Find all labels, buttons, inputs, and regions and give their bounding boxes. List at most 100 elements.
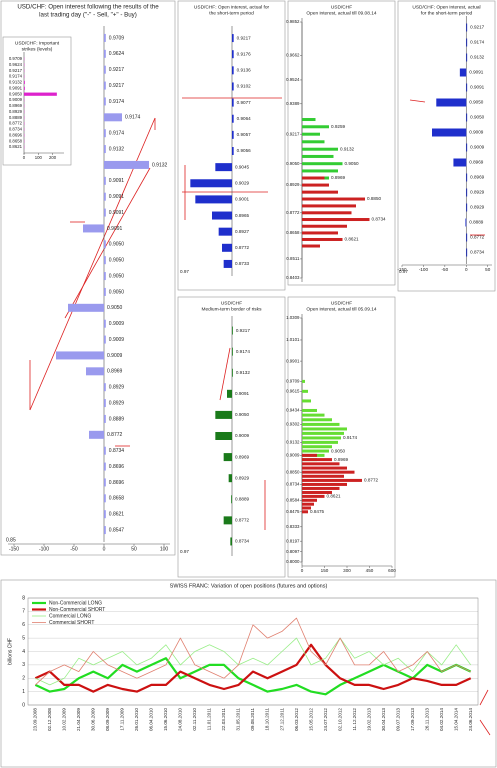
- legend-label: Non-Commercial LONG: [49, 600, 102, 606]
- y-tick-label: 0.9852: [286, 19, 300, 24]
- category-label: 0.8772: [235, 245, 249, 250]
- bar: [104, 129, 106, 138]
- bar: [302, 389, 308, 393]
- category-label: 0.9217: [9, 68, 23, 73]
- bar: [465, 218, 467, 227]
- panel-title: SWISS FRANC: Variation of open positions…: [170, 583, 328, 589]
- bar: [218, 227, 232, 236]
- category-label: 0.8734: [235, 539, 249, 544]
- x-tick-label: 04.02.2014: [439, 708, 444, 731]
- category-label: 0.8658: [9, 138, 23, 143]
- x-tick-label: 23.09.2008: [32, 708, 37, 731]
- y-tick-label: 0.9132: [286, 440, 300, 445]
- arrow: [64, 167, 151, 319]
- category-label: 0.8929: [9, 109, 23, 114]
- category-label: 0.8772: [470, 235, 484, 240]
- panel-frame: [0, 579, 497, 768]
- category-label: 0.9624: [9, 62, 23, 67]
- category-label: 0.8734: [109, 448, 125, 454]
- x-tick-label: 06.04.2010: [149, 708, 154, 731]
- bar: [104, 319, 106, 328]
- bar: [466, 53, 468, 62]
- bar: [302, 244, 320, 248]
- x-tick-label: -100: [419, 267, 429, 272]
- bar-label: 0.9132: [340, 146, 354, 151]
- panel-title: USD/CHF: [331, 300, 352, 306]
- bar: [104, 399, 106, 408]
- panel-title: strikes (levels): [22, 47, 53, 53]
- x-tick-label: 17.11.2009: [120, 708, 125, 731]
- bar: [302, 462, 340, 466]
- category-label: 0.8621: [109, 512, 125, 518]
- panel-frame: [397, 0, 496, 292]
- category-label: 0.9091: [469, 70, 483, 75]
- bar-label: 0.8850: [367, 196, 381, 201]
- bar: [302, 502, 314, 506]
- category-label: 0.8969: [470, 175, 484, 180]
- category-label: 0.9029: [235, 180, 249, 185]
- bar: [232, 368, 233, 377]
- category-label: 0.8734: [9, 127, 23, 132]
- x-tick-label: 100: [160, 546, 169, 552]
- bar: [223, 453, 232, 462]
- y-tick-label: 0.8475: [286, 509, 300, 514]
- y-tick-label: 0.8850: [286, 469, 300, 474]
- bar: [104, 97, 106, 106]
- y-tick-label: 0.8772: [286, 210, 300, 215]
- bar: [302, 162, 343, 166]
- bar: [104, 240, 106, 249]
- bar: [104, 272, 106, 281]
- series-line: [34, 643, 472, 693]
- category-label: 0.9091: [9, 85, 23, 90]
- bar: [302, 118, 316, 122]
- category-label: 0.9050: [470, 115, 484, 120]
- x-tick-label: 02.12.2008: [47, 708, 52, 731]
- x-tick-label: 0: [23, 155, 26, 160]
- category-label: 0.9174: [109, 131, 125, 137]
- category-label: 0.8889: [235, 496, 249, 501]
- x-tick-label: 11.01.2011: [207, 708, 212, 731]
- category-label: 0.9009: [470, 145, 484, 150]
- bar: [466, 248, 468, 257]
- category-label: 0.9217: [109, 67, 125, 73]
- y-tick-label: 6: [22, 622, 25, 628]
- bar: [104, 65, 106, 74]
- x-tick-label: 02.11.2010: [192, 708, 197, 731]
- y-tick-label: 0: [22, 702, 25, 708]
- category-label: 0.9174: [236, 349, 250, 354]
- x-tick-label: 26.01.2010: [134, 708, 139, 731]
- bar-label: 0.8772: [364, 478, 378, 483]
- bar: [104, 446, 106, 455]
- category-label: 0.8889: [9, 115, 23, 120]
- category-label: 0.9009: [235, 433, 249, 438]
- bar: [302, 132, 320, 136]
- category-label: 0.8889: [109, 416, 125, 422]
- bar: [466, 113, 468, 122]
- category-label: 0.9045: [235, 164, 249, 169]
- category-label: 0.9709: [109, 35, 125, 41]
- bar-label: 0.8621: [345, 237, 359, 242]
- y-tick-label: 4: [22, 649, 25, 655]
- category-label: 0.9091: [109, 210, 125, 216]
- category-label: 0.9077: [237, 100, 251, 105]
- category-label: 0.8969: [107, 369, 123, 375]
- bar: [302, 431, 344, 435]
- category-label: 0.8889: [469, 220, 483, 225]
- category-label: 0.9091: [109, 178, 125, 184]
- bar: [302, 498, 317, 502]
- bar: [104, 192, 106, 201]
- y-tick-label: 3: [22, 662, 25, 668]
- bar-label: 0.8969: [331, 175, 345, 180]
- y-tick-label: 0.9615: [286, 388, 300, 393]
- bar: [104, 478, 106, 487]
- x-tick-label: 50: [485, 267, 491, 272]
- panel-frame: [287, 0, 396, 286]
- x-tick-label: 02.10.2012: [337, 708, 342, 731]
- x-tick-label: 24.08.2010: [178, 708, 183, 731]
- x-tick-label: 50: [131, 546, 137, 552]
- x-tick-label: 18.10.2011: [265, 708, 270, 731]
- x-tick-label: -150: [397, 267, 407, 272]
- bar: [83, 224, 104, 233]
- bar: [212, 211, 232, 220]
- x-tick-label: 09.08.2011: [250, 708, 255, 731]
